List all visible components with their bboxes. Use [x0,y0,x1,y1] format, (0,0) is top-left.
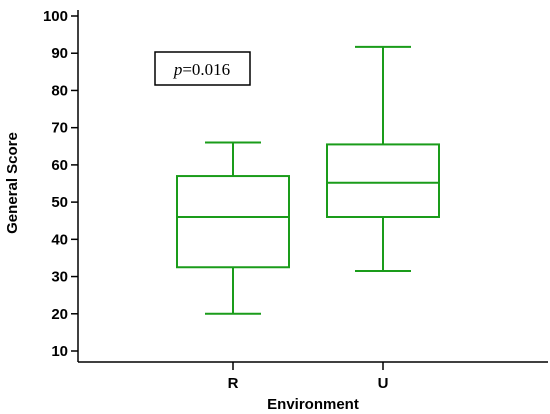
y-tick-label-30: 30 [51,269,68,286]
box-series [176,45,440,315]
x-tick-label-u: U [378,375,389,392]
p-value-annotation: p=0.016 [154,51,251,86]
box-r [176,175,290,269]
y-tick-label-80: 80 [51,82,68,99]
annotation-value: =0.016 [182,60,230,79]
y-tick-label-100: 100 [43,8,68,25]
y-tick-label-10: 10 [51,343,68,360]
y-axis-title: General Score [4,132,21,234]
annotation-box [154,51,251,86]
y-tick-label-60: 60 [51,157,68,174]
y-tick-label-70: 70 [51,120,68,137]
annotation-text: p=0.016 [173,60,230,79]
x-tick-label-r: R [228,375,239,392]
y-tick-label-20: 20 [51,306,68,323]
y-tick-label-90: 90 [51,45,68,62]
box-u [326,143,440,219]
y-tick-label-50: 50 [51,194,68,211]
x-axis-title: Environment [267,396,359,413]
annotation-p: p [173,60,183,79]
y-tick-label-40: 40 [51,231,68,248]
y-axis-ticks: 10 20 30 40 50 60 70 80 90 100 [43,8,78,360]
